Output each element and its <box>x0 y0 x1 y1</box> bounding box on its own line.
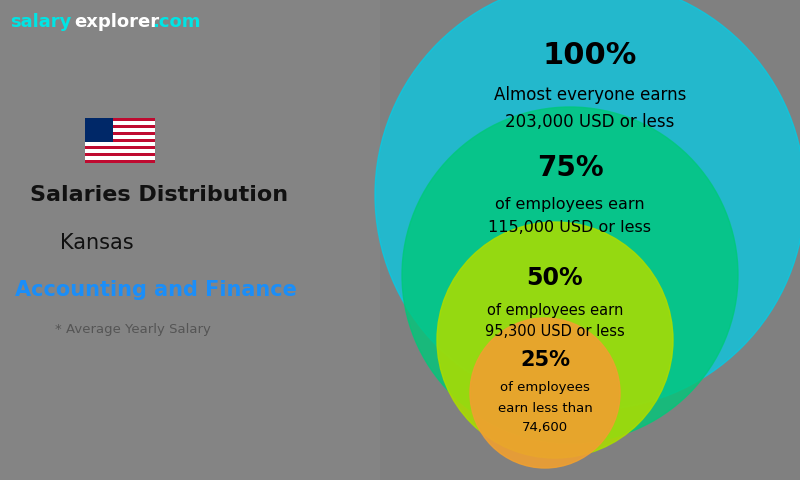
Text: * Average Yearly Salary: * Average Yearly Salary <box>55 324 211 336</box>
Text: Salaries Distribution: Salaries Distribution <box>30 185 288 205</box>
Text: Kansas: Kansas <box>60 233 134 253</box>
Bar <box>85 118 113 142</box>
Bar <box>85 132 155 135</box>
Text: 50%: 50% <box>526 266 583 290</box>
Text: of employees: of employees <box>500 382 590 395</box>
Text: Accounting and Finance: Accounting and Finance <box>15 280 297 300</box>
Text: 203,000 USD or less: 203,000 USD or less <box>506 113 674 131</box>
Bar <box>85 159 155 163</box>
Text: of employees earn: of employees earn <box>495 196 645 212</box>
Bar <box>0 0 380 480</box>
Circle shape <box>375 0 800 410</box>
Circle shape <box>402 107 738 443</box>
Text: 74,600: 74,600 <box>522 421 568 434</box>
Circle shape <box>470 318 620 468</box>
Text: of employees earn: of employees earn <box>487 302 623 317</box>
Circle shape <box>437 222 673 458</box>
Text: .com: .com <box>152 13 201 31</box>
Text: Almost everyone earns: Almost everyone earns <box>494 86 686 104</box>
Bar <box>85 118 155 163</box>
Bar <box>85 139 155 142</box>
Text: explorer: explorer <box>74 13 159 31</box>
Text: 95,300 USD or less: 95,300 USD or less <box>485 324 625 339</box>
Bar <box>85 118 155 121</box>
Text: earn less than: earn less than <box>498 401 592 415</box>
Bar <box>85 153 155 156</box>
Text: 75%: 75% <box>537 154 603 182</box>
Text: 25%: 25% <box>520 350 570 370</box>
Text: 115,000 USD or less: 115,000 USD or less <box>489 220 651 236</box>
Bar <box>85 125 155 128</box>
Text: 100%: 100% <box>543 40 637 70</box>
Bar <box>85 146 155 149</box>
Text: salary: salary <box>10 13 71 31</box>
